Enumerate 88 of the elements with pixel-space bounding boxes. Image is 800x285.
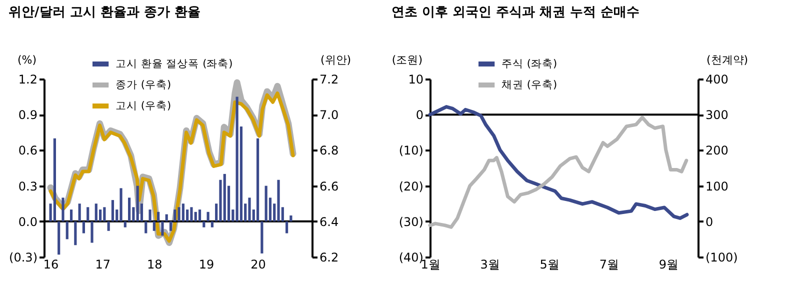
y2-tick-label: 100 — [706, 179, 728, 194]
y-tick-label: 0 — [416, 108, 424, 122]
x-tick-label: 17 — [95, 258, 110, 272]
y-tick-label: 1.2 — [18, 72, 38, 86]
bar — [124, 221, 126, 228]
chart-title: 위안/달러 고시 환율과 종가 환율 — [8, 5, 200, 20]
line-series — [428, 105, 689, 220]
y2-tick-label: 6.6 — [320, 179, 339, 194]
bar — [248, 198, 251, 222]
bar — [58, 221, 60, 255]
bar — [82, 221, 86, 234]
y-axis-title: (조원) — [392, 54, 422, 66]
bar — [182, 204, 184, 222]
y2-tick-label: 6.4 — [320, 214, 339, 229]
bar — [78, 204, 81, 222]
legend-label: 고시 (우축) — [116, 100, 172, 112]
y2-tick-label: 400 — [706, 72, 728, 86]
bar — [256, 138, 260, 222]
x-tick-label: 16 — [43, 258, 59, 272]
bar — [86, 207, 90, 222]
x-tick-label: 3월 — [480, 258, 500, 272]
bar — [66, 221, 68, 240]
y2-axis-title: (위안) — [320, 54, 352, 66]
bar — [277, 180, 280, 222]
line-series — [428, 116, 688, 229]
y-axis-title: (%) — [17, 54, 36, 66]
y-tick-label: (0.3) — [9, 250, 38, 264]
bar — [144, 221, 148, 234]
legend-label: 주식 (좌축) — [502, 58, 558, 70]
bar — [90, 221, 94, 243]
bar — [157, 212, 160, 222]
y2-tick-label: 200 — [706, 144, 728, 158]
bar — [190, 207, 193, 222]
y-tick-label: (40) — [398, 250, 424, 264]
y-tick-label: 10 — [408, 72, 424, 86]
bar — [202, 221, 206, 228]
bar — [53, 138, 56, 222]
y-tick-label: 0.9 — [18, 108, 38, 122]
bar — [165, 214, 168, 222]
y2-tick-label: 0 — [706, 214, 714, 229]
bar — [148, 210, 152, 222]
y2-axis-title: (천계약) — [706, 54, 748, 66]
x-tick-label: 9월 — [658, 258, 679, 272]
bar — [70, 210, 73, 222]
bar — [136, 186, 139, 222]
legend-label: 종가 (우축) — [116, 79, 172, 91]
y-tick-label: 0.0 — [18, 214, 38, 229]
bar — [74, 221, 77, 246]
y2-tick-label: 7.2 — [320, 72, 339, 86]
bar — [285, 221, 288, 234]
bar — [94, 204, 98, 222]
bar — [161, 221, 164, 236]
bar — [103, 207, 106, 222]
y-tick-label: 0.6 — [18, 144, 38, 158]
y-tick-label: (10) — [398, 144, 424, 158]
y2-tick-label: 300 — [706, 108, 728, 122]
y2-tick-label: (100) — [706, 250, 738, 264]
bar — [223, 174, 226, 222]
bar — [210, 221, 214, 228]
bar — [236, 96, 238, 222]
x-tick-label: 5월 — [540, 258, 560, 272]
bar — [264, 186, 268, 222]
bar — [169, 221, 172, 231]
bar — [198, 210, 202, 222]
bar — [206, 212, 210, 222]
bar — [174, 210, 176, 222]
legend-label: 고시 환율 절상폭 (좌축) — [116, 58, 233, 70]
x-tick-label: 19 — [198, 258, 214, 272]
y2-tick-label: 6.2 — [320, 250, 339, 264]
bar — [120, 188, 122, 222]
y-tick-label: (20) — [398, 179, 424, 194]
bar — [178, 207, 180, 222]
y2-tick-label: 6.8 — [320, 144, 339, 158]
bar — [290, 215, 292, 222]
bar — [62, 198, 64, 222]
chart-title: 연초 이후 외국인 주식과 채권 누적 순매수 — [391, 5, 640, 20]
legend-label: 채권 (우축) — [502, 79, 558, 91]
y2-tick-label: 7.0 — [320, 108, 339, 122]
y-tick-label: (30) — [398, 214, 424, 229]
bar — [107, 221, 110, 231]
bar — [260, 221, 264, 254]
bar — [152, 221, 156, 231]
x-tick-label: 20 — [250, 258, 266, 272]
bar — [128, 198, 131, 222]
bar — [111, 200, 114, 222]
x-tick-label: 18 — [147, 258, 162, 272]
y-tick-label: 0.3 — [18, 179, 38, 194]
x-tick-label: 7월 — [599, 258, 619, 272]
